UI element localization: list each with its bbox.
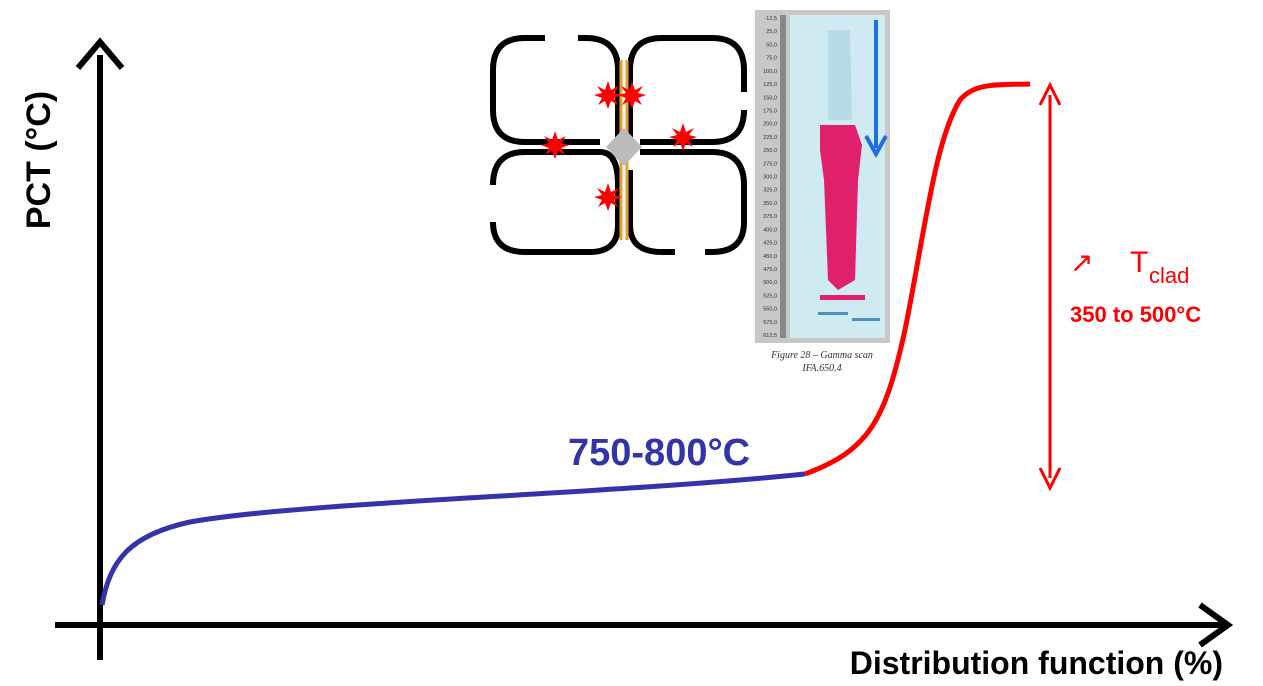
scan-scale-label: 450,0 xyxy=(763,254,777,260)
scan-scale-label: 400,0 xyxy=(763,227,777,233)
scan-scale-label: 200,0 xyxy=(763,122,777,128)
t-subscript: clad xyxy=(1149,263,1189,288)
gamma-scan: -12,5 25,0 50,0 75,0 100,0 125,0 150,0 175,0 200… xyxy=(755,10,890,343)
scan-scale-label: 475,0 xyxy=(763,267,777,273)
low-curve xyxy=(102,474,805,605)
scan-scale-label: 550,0 xyxy=(763,307,777,313)
scan-scale-label: 612,5 xyxy=(763,333,777,339)
scan-scale-label: 250,0 xyxy=(763,148,777,154)
scan-scale-label: 525,0 xyxy=(763,293,777,299)
scan-scale-label: 500,0 xyxy=(763,280,777,286)
diagram: PCT (°C) Distribution function (%) 750-8… xyxy=(0,0,1263,686)
scan-scale-label: 100,0 xyxy=(763,69,777,75)
temperature-label: 750-800°C xyxy=(568,432,750,474)
scan-caption: Figure 28 – Gamma scan xyxy=(770,350,873,361)
rod xyxy=(493,152,618,252)
x-axis-label: Distribution function (%) xyxy=(850,645,1223,681)
scan-scale-label: 350,0 xyxy=(763,201,777,207)
scan-scale-label: 175,0 xyxy=(763,108,777,114)
scan-scale-label: 225,0 xyxy=(763,135,777,141)
range-label: 350 to 500°C xyxy=(1070,302,1201,327)
scan-caption: IFA.650.4 xyxy=(801,363,841,374)
scan-scale-label: 300,0 xyxy=(763,175,777,181)
rod xyxy=(493,38,618,145)
scan-scale-label: 425,0 xyxy=(763,241,777,247)
scan-scale-label: 275,0 xyxy=(763,161,777,167)
scan-scale-label: 75,0 xyxy=(766,56,777,62)
scan-scale-label: 375,0 xyxy=(763,214,777,220)
scan-scale-label: 325,0 xyxy=(763,188,777,194)
scan-scale-label: 25,0 xyxy=(766,29,777,35)
y-axis-label: PCT (°C) xyxy=(20,91,58,229)
scan-scale-bar xyxy=(780,15,786,338)
scan-scale-label: 575,0 xyxy=(763,320,777,326)
rod xyxy=(630,38,744,142)
t-label: T xyxy=(1130,246,1148,279)
scan-scale-label: 125,0 xyxy=(763,82,777,88)
arrow-symbol: ↗ xyxy=(1070,247,1093,278)
scan-scale-label: 150,0 xyxy=(763,95,777,101)
rod xyxy=(630,152,744,252)
scan-scale-label: -12,5 xyxy=(764,16,777,22)
scan-scale-label: 50,0 xyxy=(766,42,777,48)
